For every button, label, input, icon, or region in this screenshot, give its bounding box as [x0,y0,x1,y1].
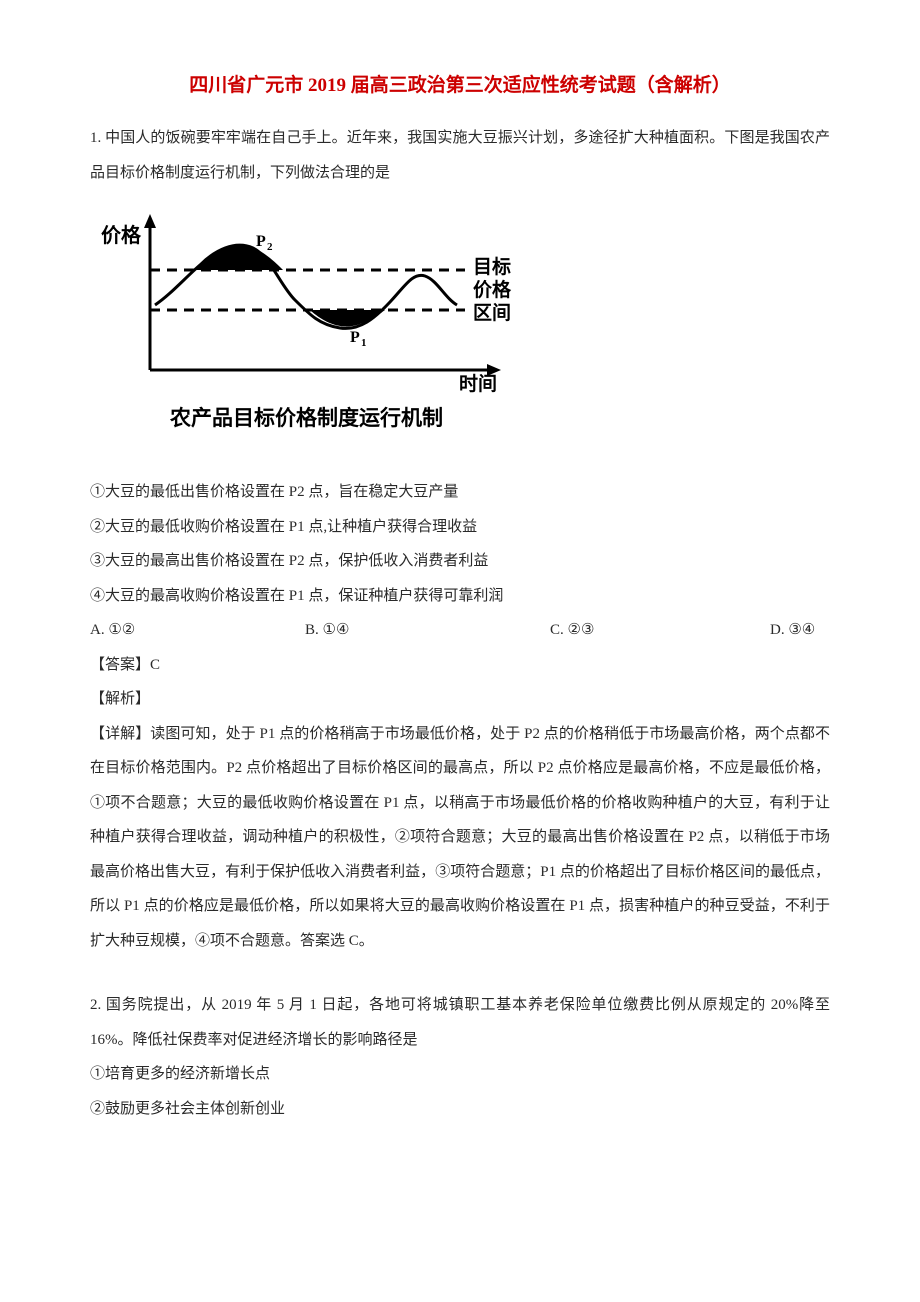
q1-statement-2: ②大豆的最低收购价格设置在 P1 点,让种植户获得合理收益 [90,510,830,545]
q1-statement-4: ④大豆的最高收购价格设置在 P1 点，保证种植户获得可靠利润 [90,579,830,614]
q2-statement-2: ②鼓励更多社会主体创新创业 [90,1092,830,1127]
right-label-3: 区间 [473,302,511,324]
q1-answer: 【答案】C [90,648,830,683]
q2-intro: 2. 国务院提出，从 2019 年 5 月 1 日起，各地可将城镇职工基本养老保… [90,988,830,1057]
exam-title: 四川省广元市 2019 届高三政治第三次适应性统考试题（含解析） [90,70,830,97]
p2-sub: 2 [267,241,273,253]
y-axis-label: 价格 [101,223,142,247]
p2-label: P [256,233,266,250]
q1-option-b: B. ①④ [305,613,550,648]
diagram-caption: 农产品目标价格制度运行机制 [169,406,443,430]
right-label-2: 价格 [473,278,512,301]
q1-analysis: 【详解】读图可知，处于 P1 点的价格稍高于市场最低价格，处于 P2 点的价格稍… [90,717,830,959]
q1-diagram: 价格 P 2 P 1 目标 价格 区间 时间 农产品目标价格制度运行机制 [95,210,830,455]
q1-option-d: D. ③④ [770,613,830,648]
right-label-1: 目标 [473,256,511,278]
q1-intro: 1. 中国人的饭碗要牢牢端在自己手上。近年来，我国实施大豆振兴计划，多途径扩大种… [90,121,830,190]
p1-label: P [350,329,360,346]
q1-option-a: A. ①② [90,613,305,648]
x-axis-label: 时间 [459,373,497,395]
q1-statement-1: ①大豆的最低出售价格设置在 P2 点，旨在稳定大豆产量 [90,475,830,510]
q1-option-c: C. ②③ [550,613,770,648]
q1-options: A. ①② B. ①④ C. ②③ D. ③④ [90,613,830,648]
p1-sub: 1 [361,337,367,349]
price-mechanism-chart: 价格 P 2 P 1 目标 价格 区间 时间 农产品目标价格制度运行机制 [95,210,525,450]
q1-statement-3: ③大豆的最高出售价格设置在 P2 点，保护低收入消费者利益 [90,544,830,579]
q1-analysis-label: 【解析】 [90,682,830,717]
spacer [90,958,830,988]
q2-statement-1: ①培育更多的经济新增长点 [90,1057,830,1092]
